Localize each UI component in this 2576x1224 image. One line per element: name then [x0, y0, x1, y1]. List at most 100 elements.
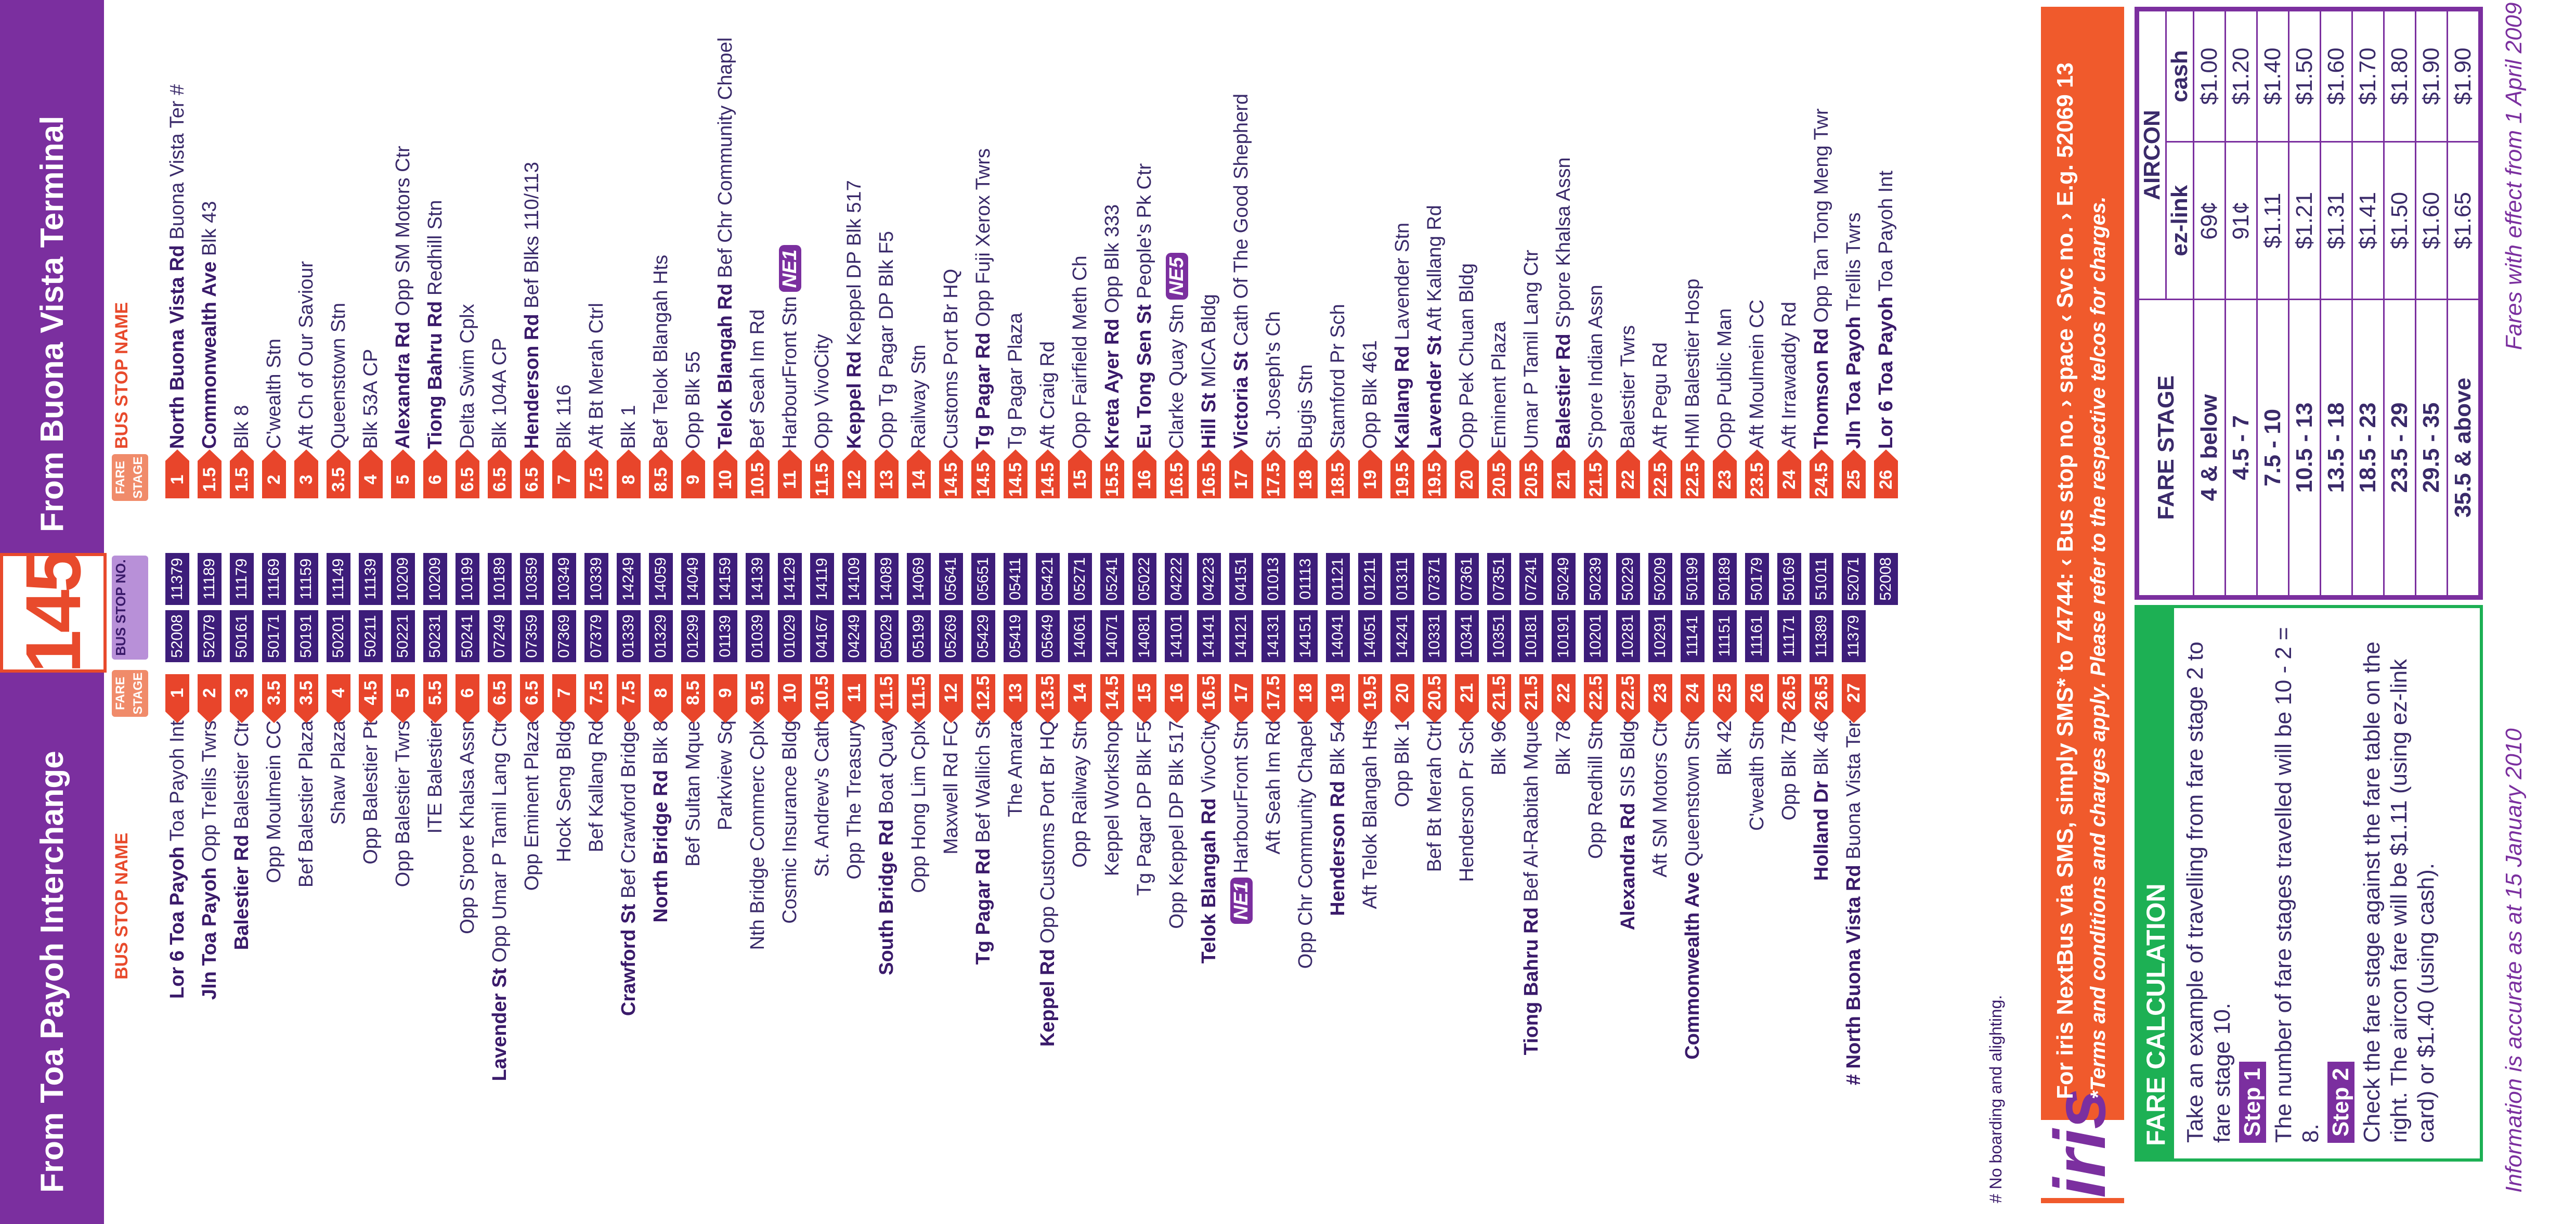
right-stop-name: Telok Blangah Rd Bef Chr Community Chape… [714, 37, 737, 449]
left-stop-label: Shaw Plaza [328, 720, 349, 825]
right-stop-name: Alexandra Rd Opp SM Motors Ctr [392, 146, 414, 449]
right-bus-stop-no: 50179 [1745, 553, 1769, 605]
left-fare-stage: 26.5 [1777, 674, 1801, 712]
stop-row: Henderson Rd Blk 54 19 14041 01121 18.5 Stamf… [1322, 0, 1354, 1224]
right-stop-name: Hill St MICA Bldg [1198, 294, 1220, 449]
left-fare-stage: 14 [1068, 674, 1092, 712]
left-stop-name: C'wealth Stn [1746, 720, 1768, 831]
stop-row: Opp The Treasury 11 04249 14109 12 Keppel Rd … [838, 0, 870, 1224]
left-bus-stop-no: 04249 [842, 610, 866, 662]
right-fare-stage: 23.5 [1745, 461, 1769, 498]
left-road-name: Holland Dr [1811, 781, 1832, 881]
right-stop-name: Opp Blk 461 [1359, 340, 1382, 449]
right-bus-stop-no: 14119 [810, 553, 834, 605]
right-stop-label: Aft Pegu Rd [1649, 342, 1671, 449]
right-stop-name: Stamford Pr Sch [1327, 304, 1349, 449]
left-bus-stop-no: 10291 [1648, 610, 1672, 662]
left-fare-stage: 6.5 [520, 674, 544, 712]
left-stop-label: ITE Balestier [424, 720, 446, 834]
left-stop-name: Aft SM Motors Ctr [1649, 720, 1672, 878]
right-stop-name: Tg Pagar Rd Opp Fuji Xerox Twrs [972, 148, 995, 449]
right-road-name: Lavender St [1424, 336, 1446, 449]
right-stop-name: Aft Moulmein CC [1746, 300, 1768, 449]
left-stop-label: Hock Seng Bldg [553, 720, 575, 862]
right-stop-label: S'pore Indian Assn [1585, 285, 1607, 449]
left-fare-stage: 8.5 [681, 674, 705, 712]
right-fare-stage: 5 [391, 461, 415, 498]
right-stop-name: Balestier Twrs [1617, 325, 1640, 449]
left-bus-stop-no: 11151 [1713, 610, 1737, 662]
left-stop-label: Blk 42 [1714, 720, 1736, 776]
stop-row: Opp Blk 7B 26.5 11171 50169 24 Aft Irrawaddy … [1773, 0, 1805, 1224]
right-stop-label: C'wealth Stn [263, 338, 285, 449]
left-bus-stop-no: 05029 [875, 610, 899, 662]
left-stop-name: Opp Hong Lim Cplx [908, 720, 930, 893]
left-bus-stop-no: 14141 [1197, 610, 1221, 662]
right-stop-label: MICA Bldg [1198, 294, 1220, 393]
step1-text: The number of fare stages travelled will… [2271, 627, 2323, 1143]
fare-calculation-intro: Take an example of travelling from fare … [2182, 641, 2235, 1143]
stop-row: Balestier Rd Balestier Ctr 3 50161 11179 1.5… [226, 0, 258, 1224]
right-stop-label: Umar P Tamil Lang Ctr [1520, 250, 1542, 449]
right-bus-stop-no: 52071 [1842, 553, 1866, 605]
left-fare-stage: 25 [1713, 674, 1737, 712]
right-stop-name: Thomson Rd Opp Tan Tong Meng Twr [1811, 108, 1833, 449]
right-stop-label: Opp Blk 461 [1359, 340, 1381, 449]
left-bus-stop-no: 01299 [681, 610, 705, 662]
left-bus-stop-no: 52008 [165, 610, 189, 662]
right-road-name: Jln Toa Payoh [1843, 316, 1865, 449]
left-stop-name: Opp Keppel DP Blk 517 [1166, 720, 1188, 929]
stop-row: Blk 78 22 10191 50249 21 Balestier Rd S'pore … [1547, 0, 1580, 1224]
left-fare-stage: 27 [1842, 674, 1866, 712]
left-stop-name: Jln Toa Payoh Opp Trellis Twrs [199, 720, 221, 1000]
right-fare-stage: 13 [875, 461, 899, 498]
right-fare-stage: 11.5 [810, 461, 834, 498]
left-fare-stage: 5.5 [423, 674, 447, 712]
left-stop-label: Aft Telok Blangah Hts [1359, 720, 1381, 909]
right-fare-stage: 24 [1777, 461, 1801, 498]
left-fare-stage: 11 [842, 674, 866, 712]
right-bus-stop-no: 04223 [1197, 553, 1221, 605]
left-stop-name: Opp Moulmein CC [263, 720, 285, 883]
right-stop-label: Redhill Stn [424, 200, 446, 301]
right-stop-label: Aft Kallang Rd [1424, 205, 1446, 336]
right-stop-label: Aft Bt Merah Ctrl [586, 303, 607, 449]
fare-stage-cell: 35.5 & above [2447, 299, 2479, 596]
left-stop-label: Toa Payoh Int [166, 720, 188, 847]
fare-table-row: 13.5 - 18 $1.31 $1.60 [2320, 10, 2352, 596]
left-stop-name: Tg Pagar DP Blk F5 [1134, 720, 1156, 896]
stop-row: Opp Keppel DP Blk 517 16 14101 04222 16.5 Cla… [1161, 0, 1193, 1224]
right-bus-stop-no: 01121 [1326, 553, 1350, 605]
left-stop-label: Opp Moulmein CC [263, 720, 285, 883]
left-stop-name: Tiong Bahru Rd Bef Al-Rabitah Mque [1520, 720, 1543, 1055]
left-fare-stage: 24 [1681, 674, 1705, 712]
right-road-name: Alexandra Rd [392, 321, 414, 449]
stop-row: Opp Chr Community Chapel 18 14151 01113 18 Bu… [1290, 0, 1322, 1224]
right-stop-label: Opp Fairfield Meth Ch [1069, 255, 1091, 449]
fare-stage-cell: 13.5 - 18 [2320, 299, 2352, 596]
left-stop-label: Bef Kallang Rd [586, 720, 607, 853]
left-fare-stage: 13.5 [1036, 674, 1060, 712]
fare-table-row: 4 & below 69¢ $1.00 [2193, 10, 2226, 596]
right-stop-label: Tg Pagar Plaza [1005, 313, 1026, 449]
left-stop-label: Opp Blk 1 [1391, 720, 1413, 807]
right-fare-stage: 19.5 [1390, 461, 1414, 498]
left-stop-label: Aft Seah Im Rd [1263, 720, 1284, 855]
left-stop-name: Bef Bt Merah Ctrl [1424, 720, 1446, 872]
left-fare-stage: 3.5 [262, 674, 286, 712]
left-stop-label: Boat Quay [876, 720, 897, 820]
right-bus-stop-no: 52008 [1874, 553, 1898, 605]
right-fare-stage: 14.5 [939, 461, 963, 498]
left-fare-stage: 3 [230, 674, 254, 712]
left-bus-stop-no: 50201 [327, 610, 350, 662]
right-stop-name: Bef Seah Im Rd [747, 310, 769, 449]
left-stop-name: Holland Dr Blk 46 [1811, 720, 1833, 881]
left-stop-name: Telok Blangah Rd VivoCity [1198, 720, 1220, 963]
right-bus-stop-no: 05271 [1068, 553, 1092, 605]
right-road-name: Henderson Rd [521, 314, 543, 449]
right-stop-label: Delta Swim Cplx [457, 304, 478, 449]
right-stop-label: Blk 53A CP [360, 349, 382, 449]
left-bus-stop-no: 01029 [778, 610, 802, 662]
left-bus-stop-no: 50161 [230, 610, 254, 662]
left-bus-stop-no: 01039 [746, 610, 770, 662]
